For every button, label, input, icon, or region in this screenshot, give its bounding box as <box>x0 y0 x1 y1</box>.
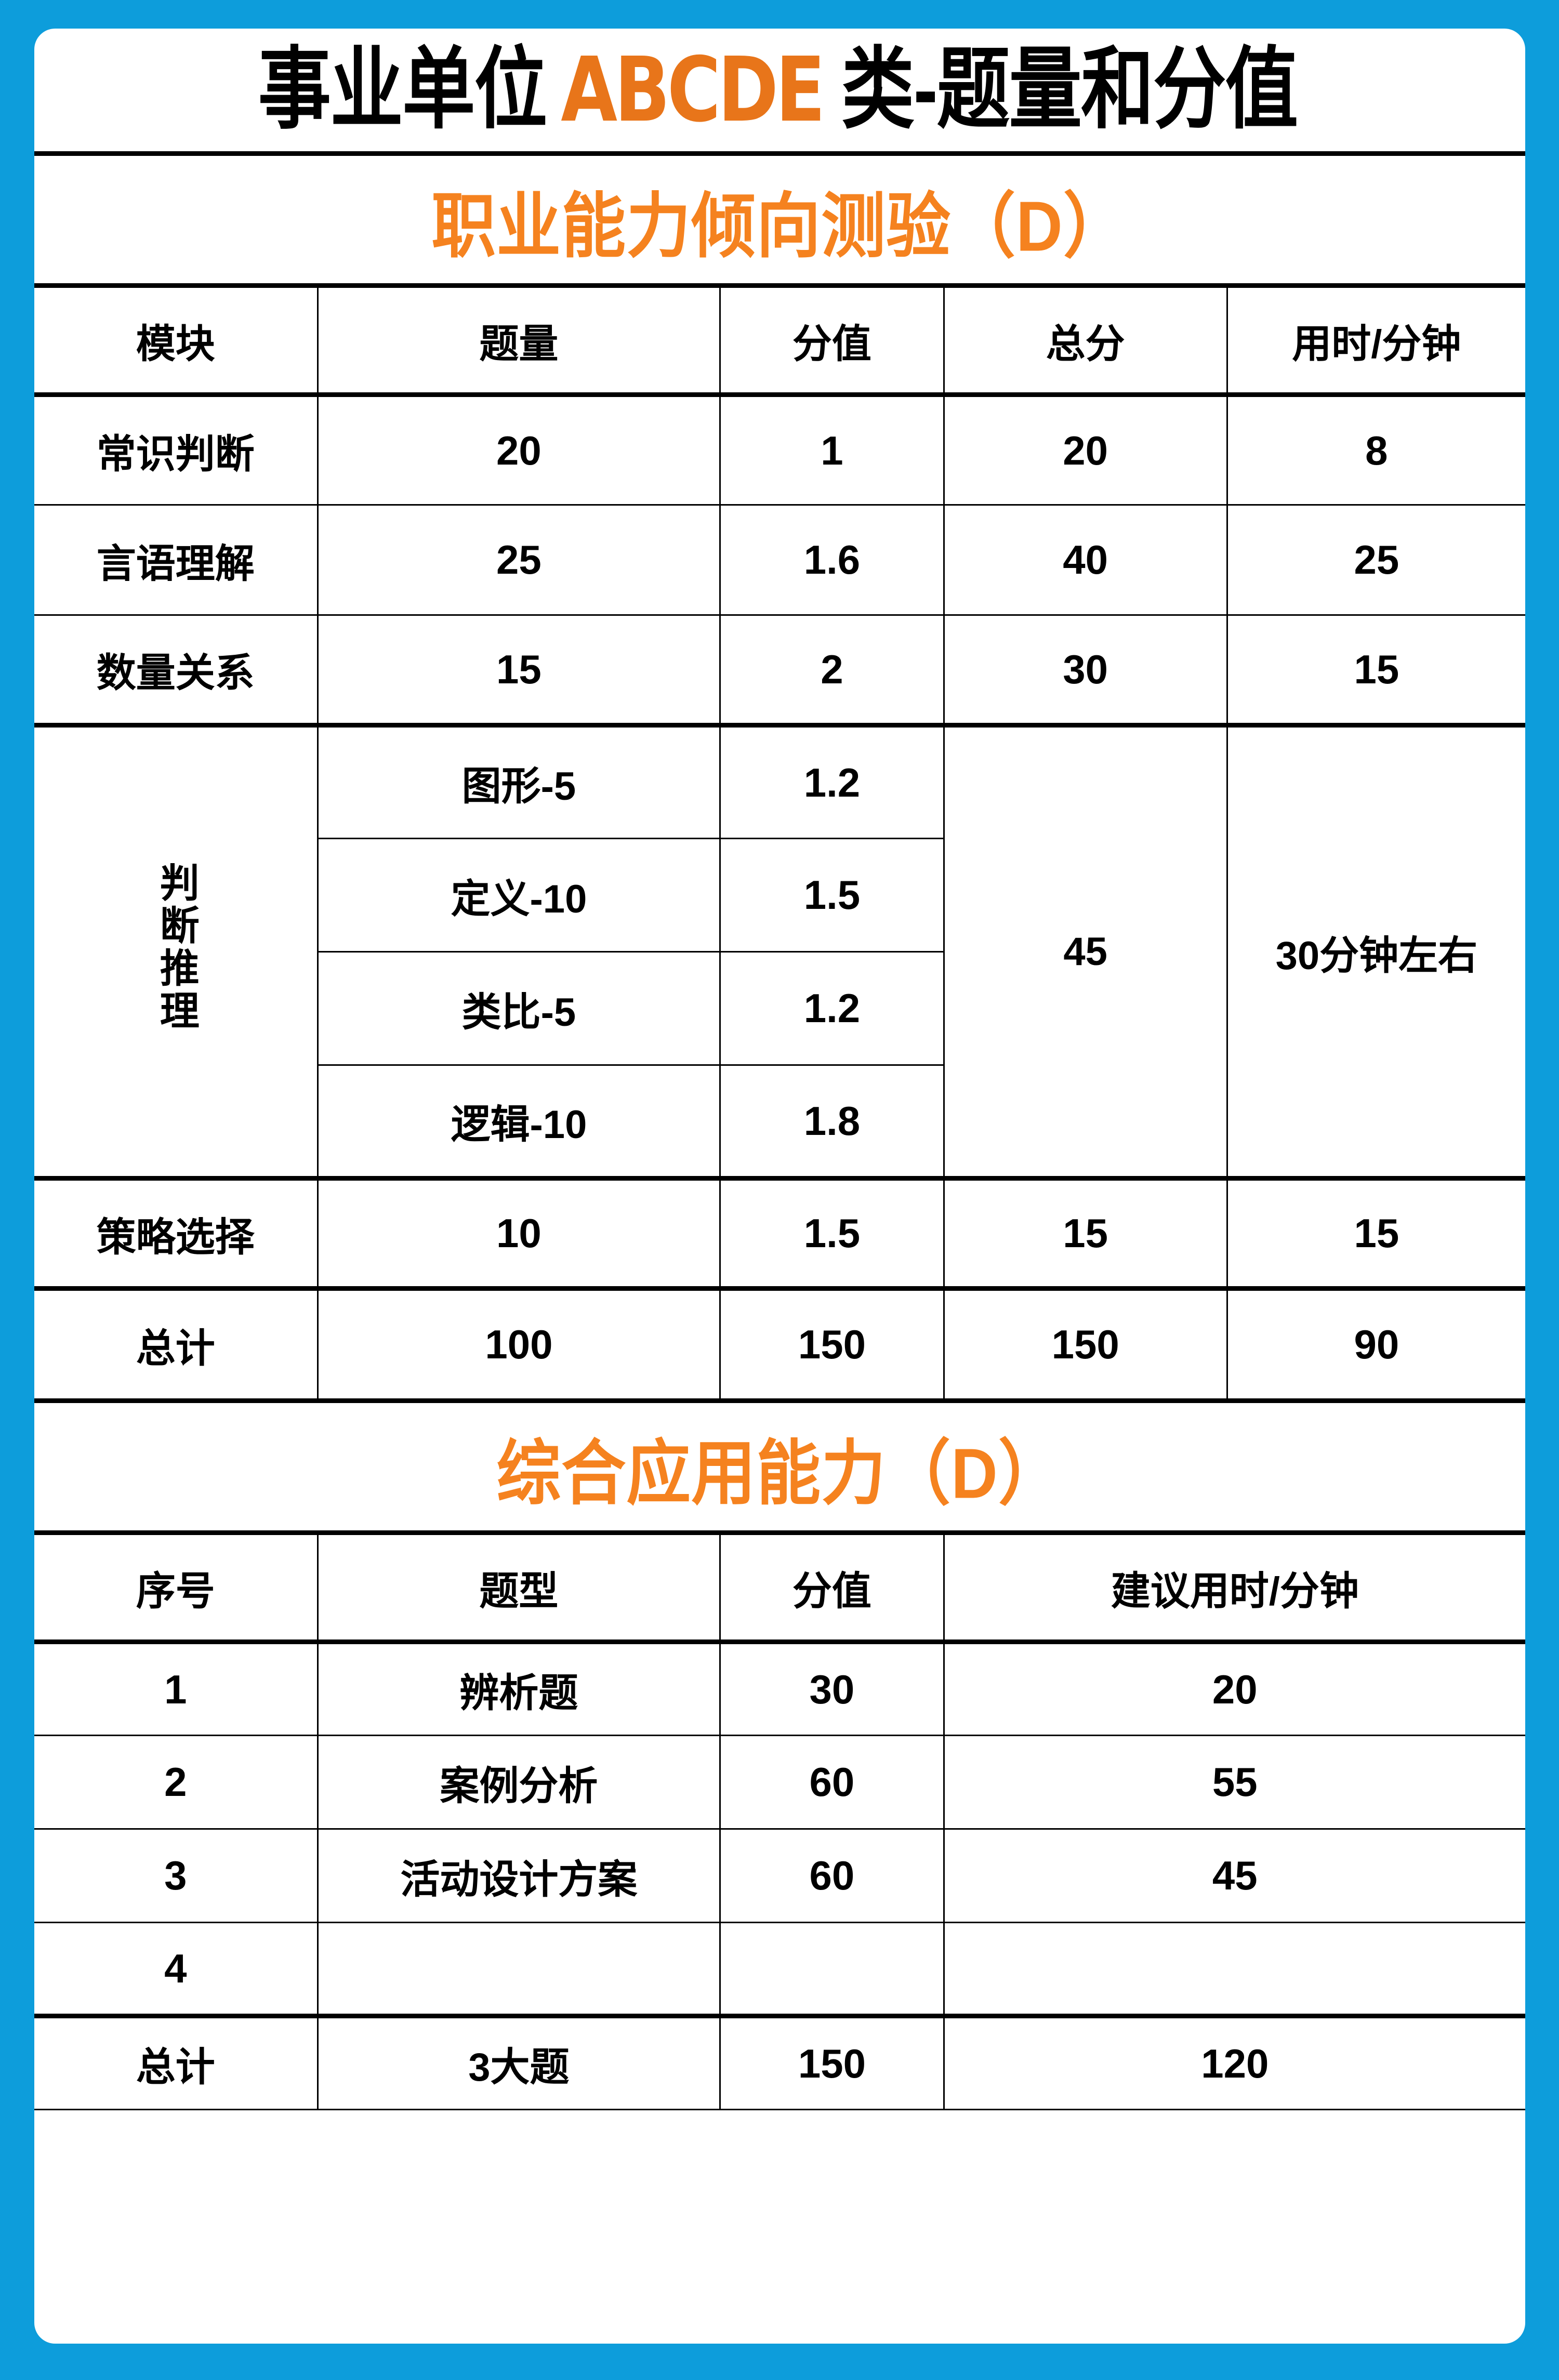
cell-module-group: 判断推理 <box>34 723 319 1179</box>
table-row-header: 序号 题型 分值 建议用时/分钟 <box>34 1530 1525 1644</box>
cell-total: 15 <box>943 1176 1228 1289</box>
table-row: 数量关系 15 2 30 15 <box>34 614 1525 728</box>
table-row: 常识判断 20 1 20 8 <box>34 394 1525 506</box>
cell-score: 1.8 <box>719 1064 945 1181</box>
cell-count: 20 <box>316 394 721 506</box>
cell-time: 15 <box>1226 614 1525 728</box>
cell-type: 案例分析 <box>316 1735 721 1830</box>
cell-score: 150 <box>719 2014 945 2110</box>
cell-score: 1.5 <box>719 838 945 953</box>
cell-module: 数量关系 <box>34 614 319 728</box>
col-header-time: 建议用时/分钟 <box>943 1530 1525 1644</box>
col-header-count: 题量 <box>316 283 721 397</box>
table-row-total: 总计 100 150 150 90 <box>34 1286 1525 1403</box>
cell-time <box>943 1922 1525 2018</box>
cell-score: 1.2 <box>719 723 945 839</box>
cell-score: 1 <box>719 394 945 506</box>
col-header-module: 模块 <box>34 283 319 397</box>
cell-score: 60 <box>719 1828 945 1923</box>
cell-total: 30 <box>943 614 1228 728</box>
cell-total: 40 <box>943 504 1228 616</box>
cell-module-group-label: 判断推理 <box>153 862 198 1033</box>
cell-time: 20 <box>943 1641 1525 1736</box>
cell-score: 1.2 <box>719 951 945 1066</box>
col-header-time: 用时/分钟 <box>1226 283 1525 397</box>
table-row: 判断推理 图形-5 1.2 45 30分钟左右 <box>34 723 1525 1179</box>
col-header-type: 题型 <box>316 1530 721 1644</box>
table-row-header: 模块 题量 分值 总分 用时/分钟 <box>34 283 1525 397</box>
cell-count: 图形-5 <box>316 723 721 839</box>
cell-time: 90 <box>1226 1286 1525 1403</box>
section-heading-zonghe: 综合应用能力（D） <box>496 1434 1063 1513</box>
table-row: 类比-5 1.2 <box>34 951 1525 1066</box>
cell-time: 45 <box>943 1828 1525 1923</box>
cell-index: 2 <box>34 1735 319 1830</box>
cell-type: 3大题 <box>316 2014 721 2110</box>
cell-time: 55 <box>943 1735 1525 1830</box>
cell-score: 60 <box>719 1735 945 1830</box>
cell-time-group: 30分钟左右 <box>1226 723 1525 1179</box>
cell-time: 15 <box>1226 1176 1525 1289</box>
cell-count: 100 <box>316 1286 721 1403</box>
table-zhiye-nengli: 模块 题量 分值 总分 用时/分钟 常识判断 20 1 20 8 言语理解 <box>34 283 1525 1403</box>
cell-total-group: 45 <box>943 723 1228 1179</box>
cell-count: 类比-5 <box>316 951 721 1066</box>
table-row: 4 <box>34 1922 1525 2018</box>
cell-total: 20 <box>943 394 1228 506</box>
cell-time: 25 <box>1226 504 1525 616</box>
cell-score: 150 <box>719 1286 945 1403</box>
cell-index: 3 <box>34 1828 319 1923</box>
table-row: 3 活动设计方案 60 45 <box>34 1828 1525 1923</box>
cell-count: 25 <box>316 504 721 616</box>
table-row-total: 总计 3大题 150 120 <box>34 2014 1525 2110</box>
cell-type: 辨析题 <box>316 1641 721 1736</box>
cell-index: 总计 <box>34 2014 319 2110</box>
col-header-index: 序号 <box>34 1530 319 1644</box>
col-header-score: 分值 <box>719 283 945 397</box>
cell-count: 15 <box>316 614 721 728</box>
table-row: 2 案例分析 60 55 <box>34 1735 1525 1830</box>
table-zonghe-nengli: 序号 题型 分值 建议用时/分钟 1 辨析题 30 20 2 案例分析 60 5… <box>34 1530 1525 2110</box>
cell-score: 1.5 <box>719 1176 945 1289</box>
table-row: 定义-10 1.5 <box>34 838 1525 953</box>
cell-time: 120 <box>943 2014 1525 2110</box>
cell-module: 策略选择 <box>34 1176 319 1289</box>
cell-type: 活动设计方案 <box>316 1828 721 1923</box>
title-part-3: 类-题量和分值 <box>841 39 1298 140</box>
cell-score <box>719 1922 945 2018</box>
cell-count: 10 <box>316 1176 721 1289</box>
cell-module: 言语理解 <box>34 504 319 616</box>
table-row: 策略选择 10 1.5 15 15 <box>34 1176 1525 1289</box>
cell-module: 总计 <box>34 1286 319 1403</box>
cell-score: 2 <box>719 614 945 728</box>
col-header-score: 分值 <box>719 1530 945 1644</box>
cell-type <box>316 1922 721 2018</box>
cell-index: 1 <box>34 1641 319 1736</box>
title-part-abcde: ABCDE <box>561 38 825 142</box>
section-heading-zhiye: 职业能力倾向测验（D） <box>431 187 1128 266</box>
cell-index: 4 <box>34 1922 319 2018</box>
cell-count: 逻辑-10 <box>316 1064 721 1181</box>
cell-count: 定义-10 <box>316 838 721 953</box>
cell-total: 150 <box>943 1286 1228 1403</box>
poster-card: 事业单位 ABCDE 类-题量和分值 职业能力倾向测验（D） 模块 题量 分值 总分… <box>34 29 1525 2344</box>
cell-module: 常识判断 <box>34 394 319 506</box>
title-part-1: 事业单位 <box>258 39 547 140</box>
col-header-total: 总分 <box>943 283 1228 397</box>
cell-time: 8 <box>1226 394 1525 506</box>
table-row: 逻辑-10 1.8 <box>34 1064 1525 1181</box>
table-row: 言语理解 25 1.6 40 25 <box>34 504 1525 616</box>
page-title: 事业单位 ABCDE 类-题量和分值 <box>34 29 1525 156</box>
cell-score: 1.6 <box>719 504 945 616</box>
table-row: 1 辨析题 30 20 <box>34 1641 1525 1736</box>
cell-score: 30 <box>719 1641 945 1736</box>
